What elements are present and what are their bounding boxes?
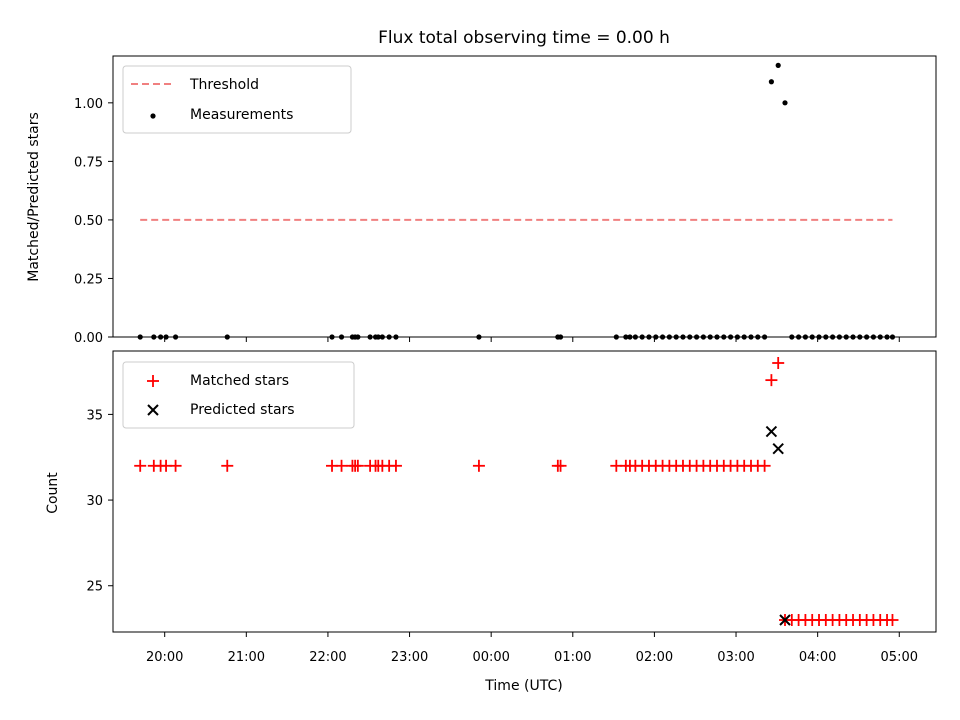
legend-predicted-swatch: [147, 404, 159, 416]
bottom-x-tick-label: 23:00: [391, 650, 428, 665]
top-y-tick-label: 0.75: [74, 155, 103, 170]
matched-star-marker: [134, 459, 147, 472]
bottom-y-ticks: 25 30 35: [86, 408, 113, 595]
bottom-y-tick-label: 35: [86, 408, 103, 423]
bottom-x-tick-label: 05:00: [881, 650, 918, 665]
top-y-tick-label: 0.50: [74, 214, 103, 229]
predicted-star-marker: [772, 442, 784, 455]
bottom-axes-frame: [112, 350, 937, 633]
top-axes-frame: [112, 55, 937, 338]
top-y-axis-label: Matched/Predicted stars: [26, 112, 42, 282]
bottom-x-axis-label: Time (UTC): [484, 678, 562, 694]
matched-star-marker: [335, 459, 348, 472]
predicted-star-marker-b: [779, 614, 791, 626]
matched-star-marker: [389, 459, 402, 472]
matched-star-marker: [554, 459, 567, 472]
bottom-x-tick-label: 04:00: [799, 650, 836, 665]
bottom-legend-box: [122, 361, 355, 429]
top-x-ticks: [164, 337, 900, 342]
measurement-point: [768, 79, 775, 85]
legend-measurements-label: Measurements: [190, 107, 293, 123]
bottom-panel: 25 30 35 20:00 21:00 22:00 23:00 00:00 01:00 02:…: [45, 350, 937, 694]
top-panel: 0.00 0.25 0.50 0.75 1.00 Matched/Predicted s…: [26, 55, 937, 346]
matched-star-marker: [472, 459, 485, 472]
legend-measurements-swatch: [150, 113, 156, 119]
predicted-star-marker: [779, 614, 791, 626]
bottom-x-tick-label: 00:00: [472, 650, 509, 665]
predicted-star-marker-b: [765, 425, 778, 438]
top-legend-box: [122, 65, 352, 134]
legend-threshold-label: Threshold: [189, 77, 259, 93]
top-y-ticks: 0.00 0.25 0.50 0.75 1.00: [74, 97, 113, 346]
matched-star-marker: [886, 614, 899, 627]
predicted-star-marker: [765, 425, 778, 438]
matched-star-marker: [169, 459, 182, 472]
measurement-point: [775, 62, 781, 68]
matched-star-marker: [221, 459, 234, 472]
top-y-tick-label: 0.25: [74, 272, 103, 287]
bottom-x-tick-label: 20:00: [146, 650, 183, 665]
matched-star-marker: [765, 374, 778, 387]
measurement-point: [782, 100, 788, 106]
bottom-x-tick-label: 22:00: [309, 650, 346, 665]
matched-star-marker: [758, 459, 771, 472]
bottom-x-ticks: 20:00 21:00 22:00 23:00 00:00 01:00 02:00 03:00…: [146, 632, 918, 665]
top-y-tick-label: 1.00: [74, 97, 103, 112]
matched-star-marker: [772, 356, 785, 369]
legend-matched-label: Matched stars: [190, 373, 289, 389]
chart-title: Flux total observing time = 0.00 h: [378, 28, 670, 48]
bottom-x-tick-label: 02:00: [636, 650, 673, 665]
matched-star-marker: [351, 459, 364, 472]
legend-matched-swatch: [147, 375, 159, 387]
bottom-x-tick-label: 03:00: [717, 650, 754, 665]
bottom-y-tick-label: 25: [86, 580, 103, 595]
top-legend: Threshold Measurements: [122, 65, 352, 134]
bottom-x-tick-label: 01:00: [554, 650, 591, 665]
legend-predicted-label: Predicted stars: [190, 402, 295, 418]
bottom-plot-area: [134, 356, 899, 627]
bottom-x-tick-label: 21:00: [228, 650, 265, 665]
top-y-tick-label: 0.00: [74, 331, 103, 346]
bottom-legend: Matched stars Predicted stars: [122, 361, 355, 429]
predicted-star-marker-b: [772, 442, 784, 455]
bottom-y-tick-label: 30: [86, 494, 103, 509]
bottom-y-axis-label: Count: [45, 472, 61, 514]
